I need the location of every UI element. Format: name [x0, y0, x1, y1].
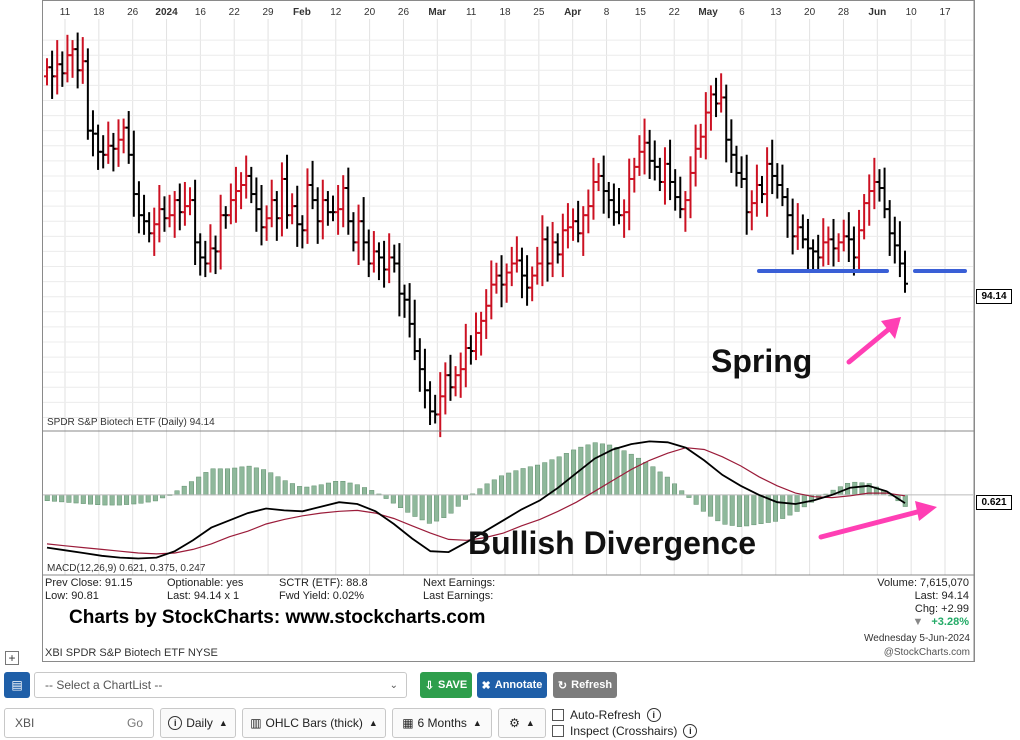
ohlc-bars: [44, 32, 908, 438]
x-tick-label: 29: [263, 7, 275, 18]
x-tick-label: 22: [669, 7, 681, 18]
info-icon: i: [683, 724, 698, 738]
x-tick-label: 20: [804, 7, 816, 18]
info-icon: i: [168, 716, 183, 730]
annotate-icon: ✖: [481, 679, 491, 692]
x-tick-label: Jun: [868, 7, 886, 18]
chart-frame: 11 18 26 2024 16 22 29 Feb 12 20 26 Mar 11 18 25 Apr 8 15…: [42, 0, 1012, 662]
x-tick-label: 20: [364, 7, 376, 18]
macd-panel: [43, 440, 973, 560]
auto-refresh-option[interactable]: Auto-Refresh i: [552, 708, 661, 722]
price-chart: 11 18 26 2024 16 22 29 Feb 12 20 26 Mar 11 18 25 Apr 8 15…: [43, 1, 1004, 661]
chart-icon-button[interactable]: ▤: [4, 672, 30, 698]
x-tick-label: Apr: [564, 7, 581, 18]
ticker-input[interactable]: XBI Go: [4, 708, 154, 738]
x-tick-label: 17: [939, 7, 951, 18]
bar-chart-icon: ▥: [250, 716, 262, 730]
x-tick-label: 25: [533, 7, 545, 18]
macd-signal-line: [46, 447, 906, 555]
annotate-button[interactable]: ✖ Annotate: [477, 672, 547, 698]
x-tick-label: 18: [499, 7, 511, 18]
price-legend: SPDR S&P Biotech ETF (Daily) 94.14: [47, 417, 215, 428]
refresh-button[interactable]: ↻ Refresh: [553, 672, 617, 698]
spring-label: Spring: [711, 343, 813, 379]
x-tick-label: 26: [398, 7, 410, 18]
x-tick-label: 2024: [155, 7, 178, 18]
info-col-2: Optionable: yes Last: 94.14 x 1: [167, 577, 244, 602]
chart-icon: ▤: [11, 678, 23, 692]
attribution: Charts by StockCharts: www.stockcharts.c…: [69, 607, 486, 629]
x-tick-label: 28: [838, 7, 850, 18]
x-tick-label: 11: [466, 7, 477, 18]
chart-title: XBI SPDR S&P Biotech ETF NYSE: [45, 647, 218, 659]
x-tick-label: 11: [60, 7, 71, 18]
x-tick-label: 16: [195, 7, 207, 18]
chevron-down-icon: ⌄: [389, 679, 398, 691]
x-tick-label: 13: [770, 7, 782, 18]
x-tick-label: 6: [739, 7, 745, 18]
go-button[interactable]: Go: [126, 716, 143, 730]
x-tick-labels: 11 18 26 2024 16 22 29 Feb 12 20 26 Mar 11 18 25 Apr 8 15…: [60, 7, 951, 18]
macd-line: [46, 440, 906, 560]
x-tick-label: May: [698, 7, 718, 18]
chart-type-dropdown[interactable]: ▥ OHLC Bars (thick) ▲: [242, 708, 386, 738]
x-tick-label: Mar: [428, 7, 446, 18]
info-panel: Prev Close: 91.15 Low: 90.81 Optionable: …: [45, 577, 973, 647]
period-dropdown[interactable]: i Daily ▲: [160, 708, 236, 738]
settings-dropdown[interactable]: ⚙ ▲: [498, 708, 546, 738]
calendar-icon: ▦: [402, 716, 414, 730]
x-tick-label: 15: [635, 7, 647, 18]
x-tick-label: 18: [93, 7, 105, 18]
inspect-option[interactable]: Inspect (Crosshairs) i: [552, 724, 698, 738]
last-price-label: 94.14: [976, 289, 1012, 304]
x-tick-label: Feb: [293, 7, 311, 18]
chartlist-select[interactable]: -- Select a ChartList -- ⌄: [34, 672, 407, 698]
expand-button[interactable]: +: [5, 651, 19, 665]
down-triangle-icon: ▼: [912, 616, 924, 628]
auto-refresh-checkbox[interactable]: [552, 709, 564, 721]
info-col-4: Next Earnings: Last Earnings:: [423, 577, 496, 602]
refresh-icon: ↻: [557, 679, 568, 692]
x-tick-label: 8: [604, 7, 610, 18]
x-tick-label: 26: [127, 7, 139, 18]
grid: [43, 1, 975, 661]
macd-value-label: 0.621: [976, 495, 1012, 510]
inspect-checkbox[interactable]: [552, 725, 564, 737]
info-col-1: Prev Close: 91.15 Low: 90.81: [45, 577, 133, 602]
info-icon: i: [646, 708, 661, 722]
save-button[interactable]: ⇩ SAVE: [420, 672, 472, 698]
info-col-3: SCTR (ETF): 88.8 Fwd Yield: 0.02%: [279, 577, 368, 602]
date-label: Wednesday 5-Jun-2024: [864, 633, 970, 644]
divergence-label: Bullish Divergence: [468, 525, 757, 561]
gear-icon: ⚙: [509, 716, 520, 730]
save-icon: ⇩: [424, 679, 435, 692]
x-tick-label: 22: [229, 7, 241, 18]
watermark: @StockCharts.com: [883, 647, 970, 658]
x-tick-label: 10: [906, 7, 918, 18]
x-tick-label: 12: [330, 7, 342, 18]
annotation-arrows: [818, 317, 937, 540]
macd-legend: MACD(12,26,9) 0.621, 0.375, 0.247: [47, 563, 206, 574]
range-dropdown[interactable]: ▦ 6 Months ▲: [392, 708, 492, 738]
info-col-5: Volume: 7,615,070 Last: 94.14 Chg: +2.99 …: [877, 577, 969, 628]
